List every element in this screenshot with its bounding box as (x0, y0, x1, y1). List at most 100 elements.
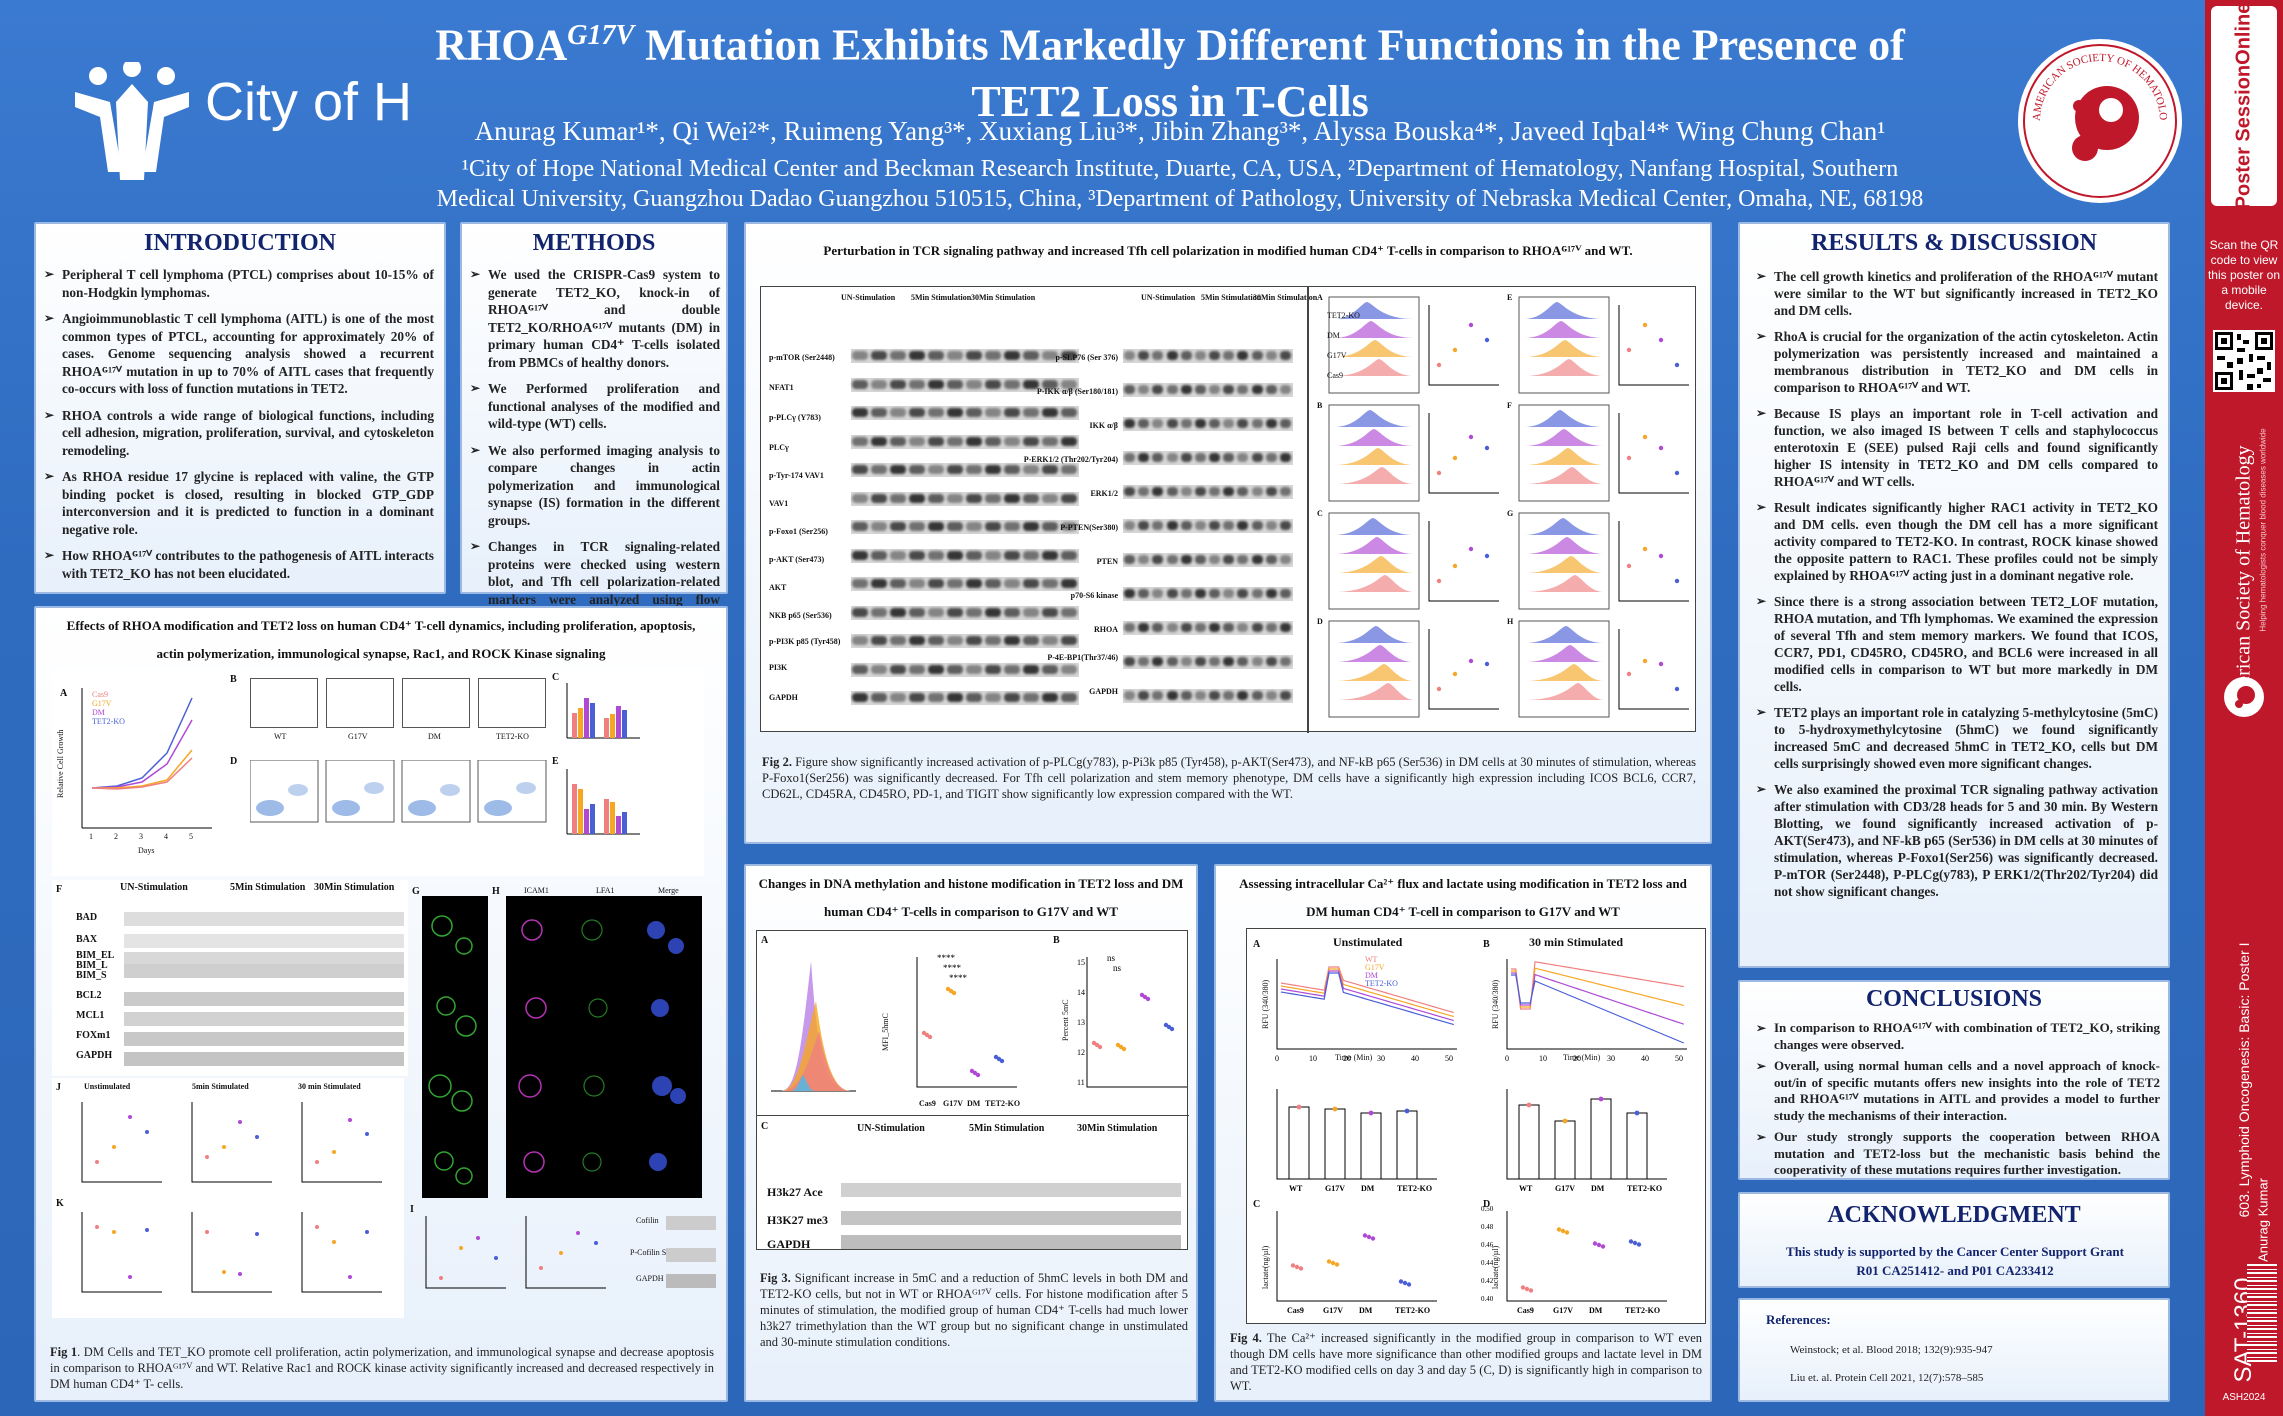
tick-label: WT (1289, 1184, 1303, 1193)
list-item: Because IS plays an important role in T-… (1756, 405, 2158, 490)
lactate-point (1596, 1242, 1602, 1248)
tick-label: DM (1589, 1306, 1603, 1315)
blot-band-row (851, 548, 1079, 563)
flow-mfi-point (1626, 563, 1632, 569)
scatter-point (1097, 1044, 1103, 1050)
calcium-bar-point (1562, 1118, 1568, 1124)
flow-histogram-peak (1524, 429, 1604, 446)
acknowledgment-title: ACKNOWLEDGMENT (1827, 1202, 2081, 1228)
tick-label: 20 (1343, 1054, 1351, 1063)
lactate-point (1592, 1241, 1598, 1246)
calcium-bar (1554, 1120, 1576, 1180)
list-item: We Performed proliferation and functiona… (470, 380, 720, 433)
flow-mfi-point (1452, 347, 1458, 353)
flow-histogram-peak (1524, 359, 1604, 376)
list-item: Peripheral T cell lymphoma (PTCL) compri… (44, 266, 434, 301)
tick-label: Cas9 (1287, 1306, 1304, 1315)
fig1-bar-chart-e (566, 769, 640, 835)
tick-label: G17V (1555, 1184, 1575, 1193)
blot-band-row (851, 463, 1079, 477)
tick-label: 15 (1077, 958, 1085, 967)
fig1-bar-chart-c (566, 683, 640, 739)
flow-mfi-point (1626, 347, 1632, 353)
results-panel: RESULTS & DISCUSSION The cell growth kin… (1738, 222, 2170, 968)
flow-mfi-point (1642, 322, 1648, 328)
fig1-growth-chart: A (60, 688, 212, 829)
scatter-point (1169, 1026, 1175, 1032)
microscopy-cells (428, 915, 686, 1185)
flow-histogram-peak (1524, 645, 1604, 662)
flow-histogram-peak (1334, 518, 1414, 535)
flow-mfi-point (1674, 686, 1680, 692)
list-item: In comparison to RHOAᴳ¹⁷ⱽ with combinati… (1756, 1020, 2160, 1053)
tick-label: DM (1361, 1184, 1375, 1193)
flow-mfi-scatter (1618, 305, 1689, 386)
qr-code-icon[interactable] (2213, 330, 2275, 392)
lactate-point (1334, 1262, 1340, 1267)
tick-label: 0.42 (1481, 1277, 1494, 1285)
flow-mfi-point (1452, 563, 1458, 569)
flow-mfi-point (1484, 661, 1490, 667)
ash-tagline: Helping hematologists conquer blood dise… (2258, 428, 2268, 632)
flow-histogram-peak (1334, 556, 1414, 573)
tick-label: TET2-KO (1625, 1306, 1660, 1315)
flow-plot (402, 678, 470, 728)
axis (1506, 959, 1687, 1050)
flow-histogram-peak (1334, 410, 1414, 427)
list-item: TET2 plays an important role in catalyzi… (1756, 704, 2158, 772)
flow-histogram-peak (1334, 575, 1414, 592)
calcium-bar-point (1598, 1096, 1604, 1102)
flow-mfi-point (1674, 362, 1680, 368)
lactate-point (1524, 1286, 1530, 1292)
lactate-point (1366, 1234, 1372, 1240)
list-item: RhoA is crucial for the organization of … (1756, 328, 2158, 396)
blot-band-row (1123, 689, 1293, 703)
calcium-series-line (1511, 974, 1685, 1044)
blot-band-row (1123, 451, 1293, 465)
tick-label: 30 (1607, 1054, 1615, 1063)
flow-plot (250, 678, 318, 728)
calcium-bar (1590, 1098, 1612, 1180)
authors: Anurag Kumar¹*, Qi Wei²*, Ruimeng Yang³*… (474, 116, 1886, 146)
city-of-hope-logo: City of Hope (75, 62, 410, 180)
qr-instructions: Scan the QR code to view this poster on … (2207, 238, 2281, 312)
calcium-series-line (1280, 970, 1454, 1022)
acknowledgment-text: This study is supported by the Cancer Ce… (1786, 1244, 2124, 1278)
flow-mfi-point (1658, 445, 1664, 451)
fig4-charts: 0 10 20 30 40 50 0 10 20 30 40 50 WT G17V DM TET2-KO WT G… (1275, 959, 1687, 1315)
figure3-title: Changes in DNA methylation and histone m… (758, 876, 1184, 919)
flow-mfi-point (1484, 445, 1490, 451)
flow-histogram-peak (1524, 537, 1604, 554)
calcium-bar (1360, 1112, 1382, 1180)
fig1-panel-i-plots (425, 1216, 606, 1289)
list-item: We also performed imaging analysis to co… (470, 442, 720, 530)
flow-histogram-peak (1524, 683, 1604, 700)
flow-mfi-point (1468, 546, 1474, 552)
flow-histogram-peak (1524, 448, 1604, 465)
lactate-point (1398, 1279, 1404, 1284)
blot-band-row (851, 691, 1079, 705)
lactate-point (1298, 1266, 1304, 1271)
tick-label: 0.40 (1481, 1295, 1494, 1303)
ash-seal-logo: AMERICAN SOCIETY OF HEMATOLOGY (2015, 36, 2182, 203)
flow-mfi-point (1658, 553, 1664, 559)
tick-label: 12 (1077, 1048, 1085, 1057)
ash-mini-logo-icon (2224, 677, 2264, 717)
tick-label: 14 (1077, 988, 1085, 997)
axis (1276, 959, 1457, 1050)
blot-band-row (851, 605, 1079, 620)
figure4-panel: Assessing intracellular Ca²⁺ flux and la… (1214, 864, 1712, 1402)
flow-mfi-scatter (1428, 305, 1499, 386)
blot-band-row (851, 634, 1079, 648)
poster-session-online-badge[interactable]: Poster SessionOnline (2211, 3, 2277, 209)
right-sidebar: Poster SessionOnline Scan the QR code to… (2205, 0, 2283, 1416)
tick-label: TET2-KO (1397, 1184, 1432, 1193)
fig2-flow-histograms (1328, 296, 1689, 718)
calcium-bar-point (1634, 1110, 1640, 1116)
list-item: Overall, using normal human cells and a … (1756, 1058, 2160, 1124)
poster-title: RHOAG17V Mutation Exhibits Markedly Diff… (435, 20, 1905, 126)
list-item: We also examined the proximal TCR signal… (1756, 781, 2158, 900)
calcium-bar-point (1526, 1102, 1532, 1108)
flow-mfi-scatter (1428, 629, 1499, 710)
calcium-series-line (1511, 961, 1684, 1010)
